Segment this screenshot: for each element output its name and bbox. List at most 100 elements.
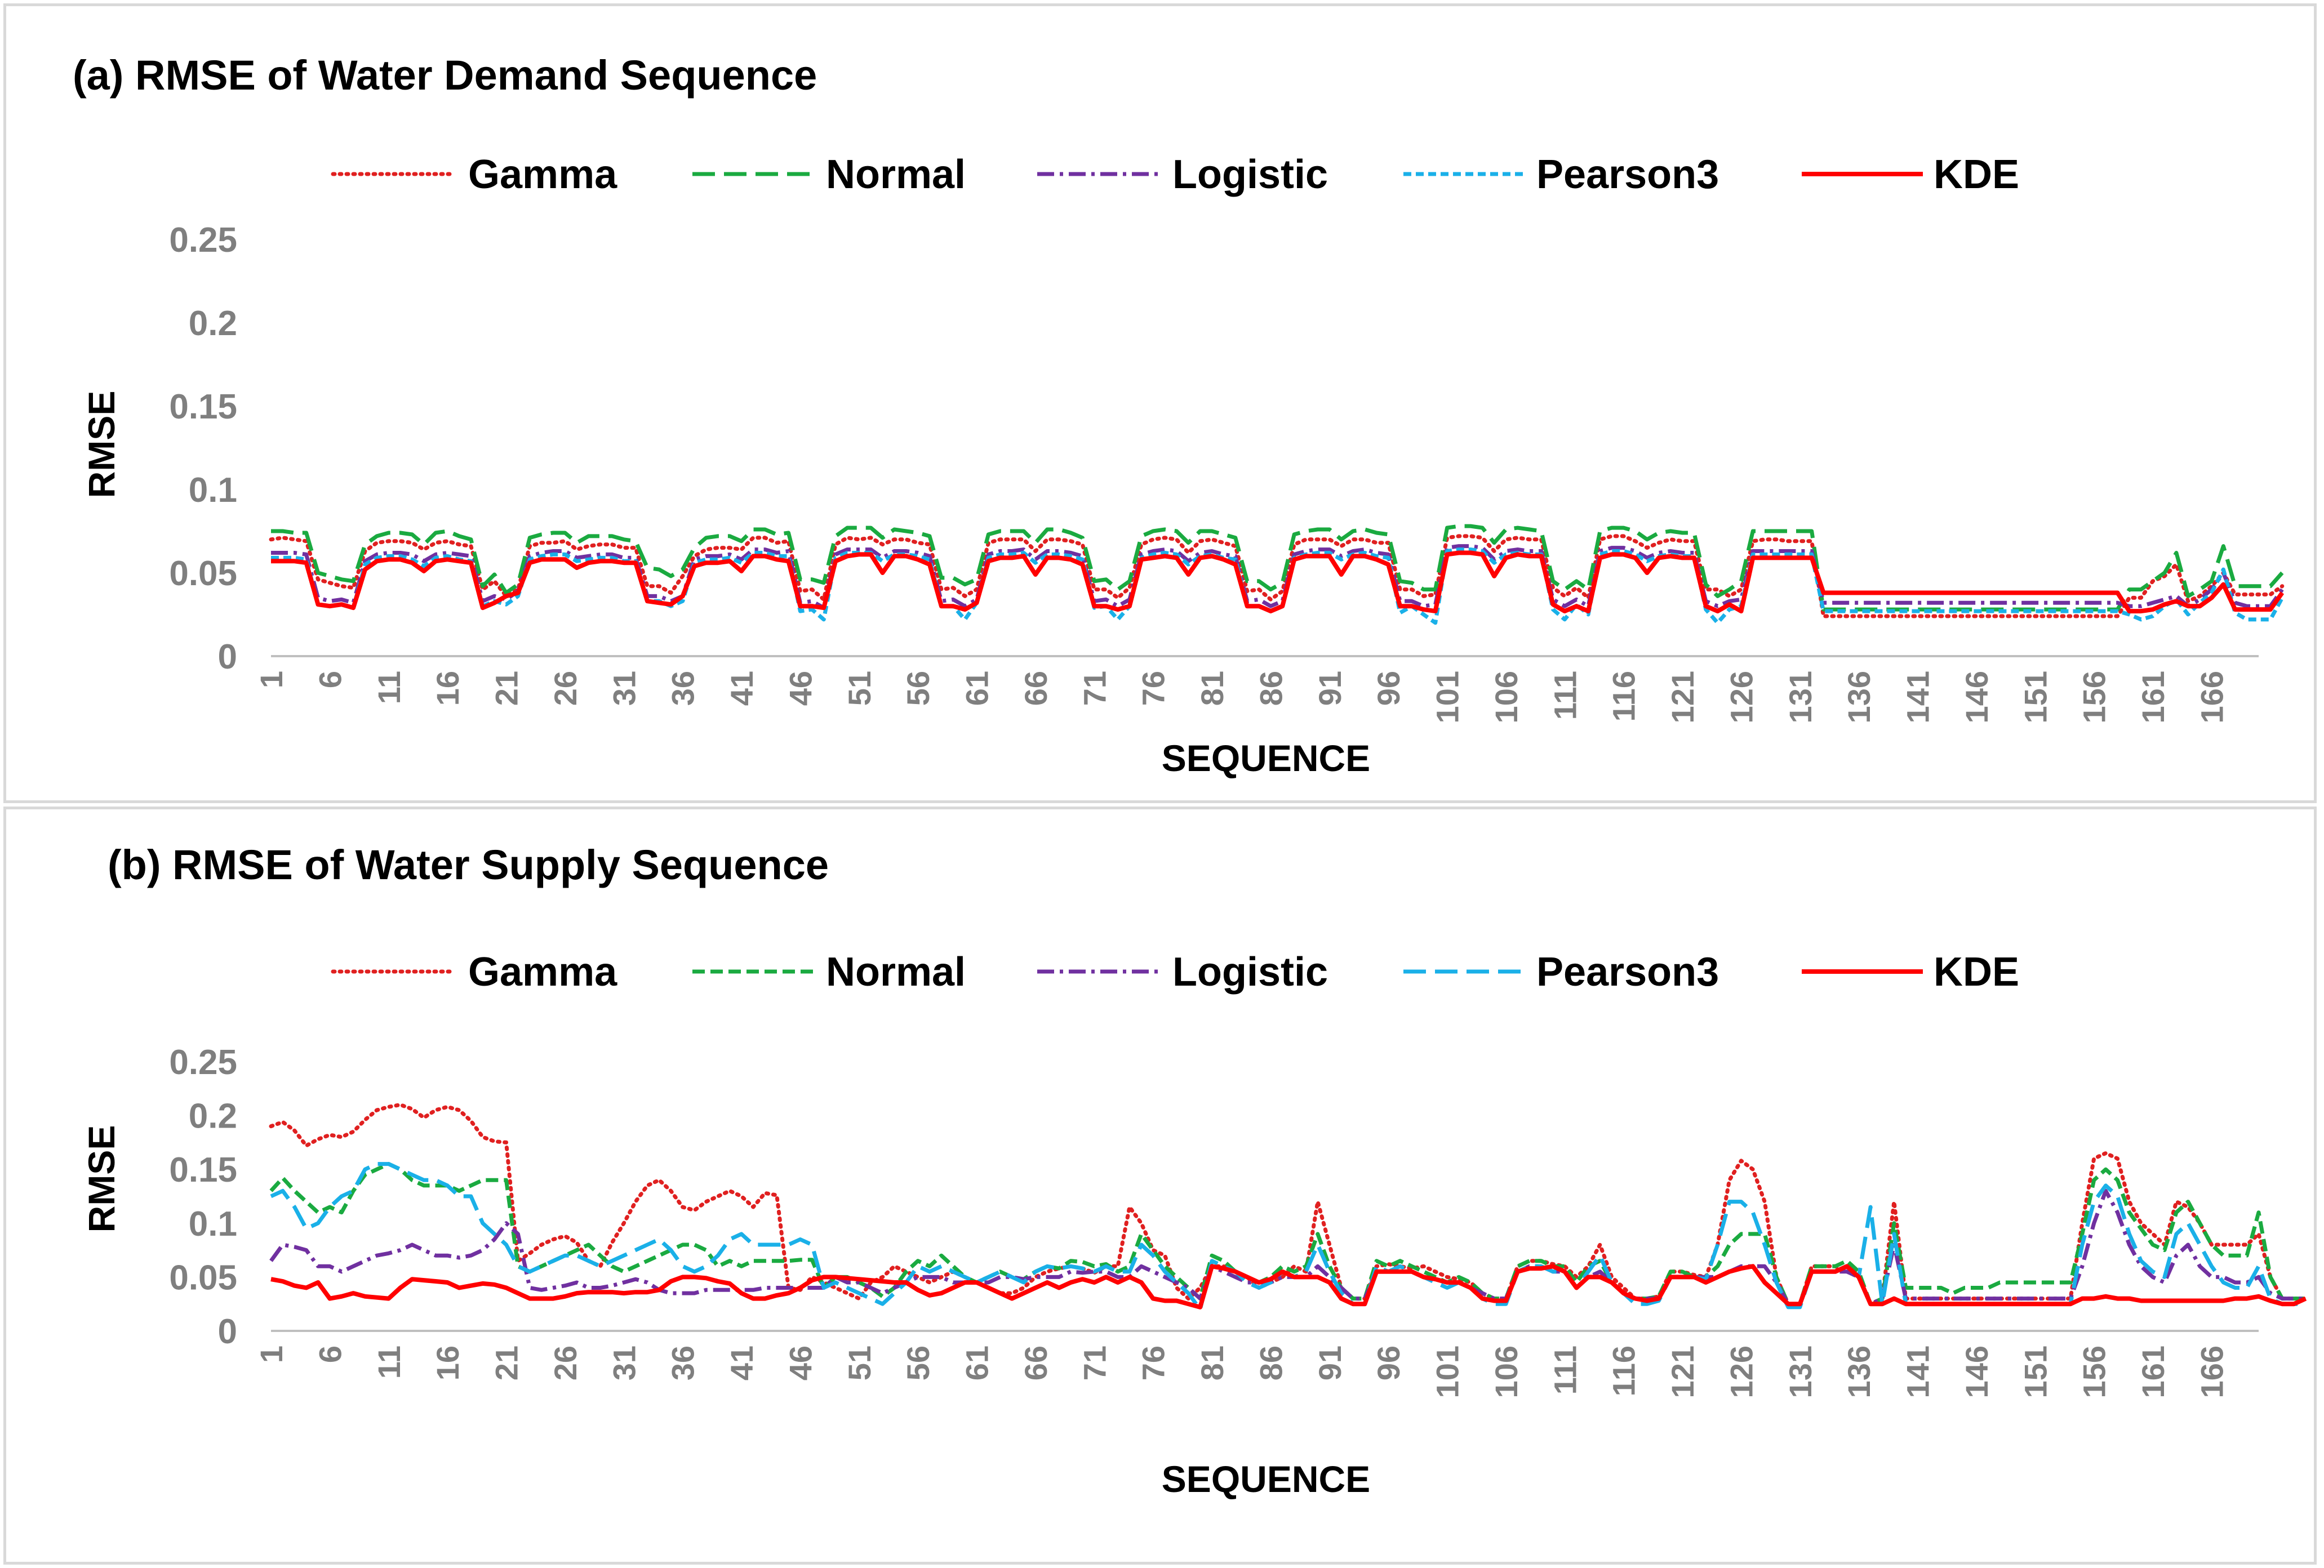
legend-label-normal: Normal <box>826 950 966 995</box>
x-tick-label: 76 <box>1136 671 1171 706</box>
x-tick-label: 161 <box>2135 671 2171 723</box>
x-tick-label: 101 <box>1430 671 1465 723</box>
x-axis-title: SEQUENCE <box>1162 1458 1370 1500</box>
x-tick-label: 166 <box>2194 671 2229 723</box>
x-tick-label: 21 <box>489 671 525 706</box>
x-tick-label: 36 <box>665 671 701 706</box>
x-tick-label: 31 <box>606 671 642 706</box>
x-tick-label: 156 <box>2077 671 2112 723</box>
y-axis: 0 0.05 0.1 0.15 0.2 0.25 <box>169 1043 237 1351</box>
x-tick-label: 46 <box>783 671 818 706</box>
x-tick-label: 71 <box>1077 671 1112 706</box>
x-tick-label: 61 <box>959 1346 995 1380</box>
x-tick-label: 146 <box>1959 1346 1994 1398</box>
series-line-kde <box>271 550 2285 614</box>
x-tick-label: 156 <box>2077 1346 2112 1398</box>
x-tick-label: 16 <box>430 671 465 706</box>
y-tick-label: 0.2 <box>189 304 237 343</box>
x-tick-label: 106 <box>1488 1346 1524 1398</box>
x-tick-label: 136 <box>1841 671 1877 723</box>
legend-label-kde: KDE <box>1934 950 2019 995</box>
x-tick-label: 91 <box>1312 1346 1348 1380</box>
x-tick-label: 26 <box>548 671 583 706</box>
x-tick-label: 136 <box>1841 1346 1877 1398</box>
x-tick-label: 141 <box>1900 671 1936 723</box>
legend-label-gamma: Gamma <box>468 152 617 197</box>
x-tick-label: 161 <box>2135 1346 2171 1398</box>
x-tick-label: 76 <box>1136 1346 1171 1380</box>
x-tick-label: 56 <box>900 671 936 706</box>
x-tick-label: 6 <box>312 671 348 688</box>
x-tick-label: 66 <box>1018 671 1054 706</box>
x-tick-label: 106 <box>1488 671 1524 723</box>
y-tick-label: 0.1 <box>189 471 237 510</box>
x-tick-label: 11 <box>371 671 407 704</box>
x-tick-label: 36 <box>665 1346 701 1380</box>
x-tick-label: 116 <box>1606 1346 1642 1396</box>
x-tick-label: 41 <box>724 671 759 706</box>
y-tick-label: 0.15 <box>169 387 237 426</box>
chart-water-demand: (a) RMSE of Water Demand Sequence Gamma N… <box>73 52 2285 779</box>
panel-water-supply: (b) RMSE of Water Supply Sequence Gamma N… <box>3 807 2317 1565</box>
series-line-logistic <box>271 544 2284 610</box>
x-tick-label: 151 <box>2018 671 2053 723</box>
x-tick-label: 1 <box>254 671 289 688</box>
x-tick-label: 26 <box>548 1346 583 1380</box>
series-group <box>269 524 2285 625</box>
x-tick-label: 146 <box>1959 671 1994 723</box>
x-tick-label: 151 <box>2018 1346 2053 1398</box>
x-axis-title: SEQUENCE <box>1162 737 1370 779</box>
legend-label-logistic: Logistic <box>1172 950 1328 995</box>
x-tick-label: 81 <box>1194 671 1230 706</box>
x-tick-label: 141 <box>1900 1346 1936 1398</box>
chart-water-supply: (b) RMSE of Water Supply Sequence Gamma N… <box>81 841 2308 1500</box>
legend-label-logistic: Logistic <box>1172 152 1328 197</box>
x-tick-label: 131 <box>1783 1346 1818 1398</box>
series-group <box>269 1103 2308 1312</box>
panel-water-demand: (a) RMSE of Water Demand Sequence Gamma N… <box>3 3 2317 803</box>
chart-title: (b) RMSE of Water Supply Sequence <box>108 841 829 888</box>
y-tick-label: 0.25 <box>169 221 237 260</box>
x-tick-label: 41 <box>724 1346 759 1380</box>
x-tick-label: 31 <box>606 1346 642 1380</box>
y-tick-label: 0 <box>218 638 237 676</box>
legend-label-pearson3: Pearson3 <box>1536 152 1719 197</box>
legend: Gamma Normal Logistic Pearson3 KDE <box>331 950 2019 995</box>
legend-label-pearson3: Pearson3 <box>1536 950 1719 995</box>
x-tick-label: 1 <box>254 1346 289 1363</box>
x-tick-label: 56 <box>900 1346 936 1380</box>
x-tick-label: 111 <box>1547 671 1583 720</box>
x-tick-label: 51 <box>842 1346 877 1380</box>
x-tick-label: 111 <box>1547 1346 1583 1395</box>
x-tick-label: 166 <box>2194 1346 2229 1398</box>
x-tick-label: 96 <box>1371 671 1406 706</box>
x-tick-label: 101 <box>1430 1346 1465 1398</box>
x-tick-label: 71 <box>1077 1346 1112 1380</box>
y-axis-title: RMSE <box>81 1125 122 1233</box>
x-axis: 1 6 11 16 21 26 31 36 41 46 51 56 61 66 71 76 81 86 91 96 10… <box>254 655 2259 723</box>
x-tick-label: 11 <box>371 1346 407 1379</box>
x-tick-label: 66 <box>1018 1346 1054 1380</box>
x-tick-label: 121 <box>1665 1346 1700 1398</box>
x-tick-label: 16 <box>430 1346 465 1380</box>
y-tick-label: 0.05 <box>169 1258 237 1297</box>
series-line-gamma <box>269 534 2285 618</box>
x-tick-label: 46 <box>783 1346 818 1380</box>
y-tick-label: 0.15 <box>169 1151 237 1190</box>
series-line-pearson3 <box>271 547 2284 625</box>
chart-title: (a) RMSE of Water Demand Sequence <box>73 52 817 99</box>
x-tick-label: 6 <box>312 1346 348 1363</box>
series-line-pearson3 <box>270 1162 2306 1312</box>
x-tick-label: 86 <box>1253 1346 1288 1380</box>
x-axis: 1 6 11 16 21 26 31 36 41 46 51 56 61 66 71 76 81 86 91 96 10… <box>254 1330 2259 1398</box>
y-tick-label: 0 <box>218 1312 237 1351</box>
y-tick-label: 0.05 <box>169 554 237 593</box>
x-tick-label: 126 <box>1723 1346 1759 1398</box>
x-tick-label: 126 <box>1723 671 1759 723</box>
series-line-normal <box>269 1162 2306 1306</box>
legend-label-kde: KDE <box>1934 152 2019 197</box>
x-tick-label: 21 <box>489 1346 525 1380</box>
x-tick-label: 121 <box>1665 671 1700 723</box>
y-tick-label: 0.1 <box>189 1205 237 1244</box>
y-axis-title: RMSE <box>81 391 122 498</box>
